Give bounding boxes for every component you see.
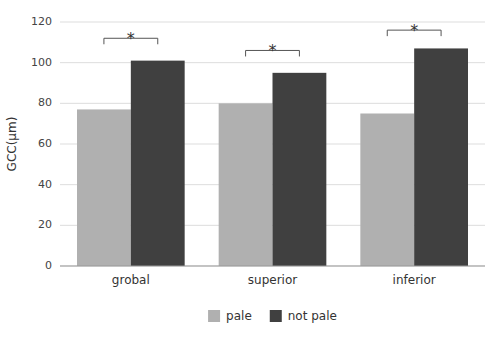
bar — [360, 114, 414, 267]
bar — [131, 61, 185, 266]
legend: pale not pale — [208, 309, 337, 323]
y-tick-label: 20 — [38, 218, 52, 231]
grid — [60, 22, 485, 266]
annotations: * * * — [104, 21, 441, 60]
bar — [77, 109, 131, 266]
grid-line — [60, 22, 485, 23]
y-tick-label: 80 — [38, 96, 52, 109]
legend-label: pale — [226, 309, 252, 323]
legend-swatch — [270, 310, 282, 322]
x-tick-label: grobal — [112, 273, 150, 287]
grid-line — [60, 266, 485, 267]
chart-container: 0 20 40 60 80 100 120 GCC(μm) grobal superior infe… — [0, 0, 500, 338]
annotation-text: * — [127, 29, 135, 48]
annotation-text: * — [269, 41, 277, 60]
chart: 0 20 40 60 80 100 120 GCC(μm) grobal superior infe… — [0, 0, 500, 338]
y-tick-label: 40 — [38, 178, 52, 191]
y-axis-label: GCC(μm) — [5, 117, 19, 172]
x-tick-label: superior — [248, 273, 297, 287]
y-tick-label: 120 — [31, 15, 52, 28]
legend-swatch — [208, 310, 220, 322]
y-tick-label: 100 — [31, 56, 52, 69]
bars — [77, 48, 468, 266]
x-axis-line — [60, 266, 485, 267]
legend-label: not pale — [288, 309, 337, 323]
x-tick-label: inferior — [393, 273, 436, 287]
bar — [273, 73, 327, 266]
annotation-text: * — [410, 21, 418, 40]
y-tick-label: 0 — [45, 259, 52, 272]
bar — [414, 48, 468, 266]
bar — [219, 103, 273, 266]
y-tick-label: 60 — [38, 137, 52, 150]
